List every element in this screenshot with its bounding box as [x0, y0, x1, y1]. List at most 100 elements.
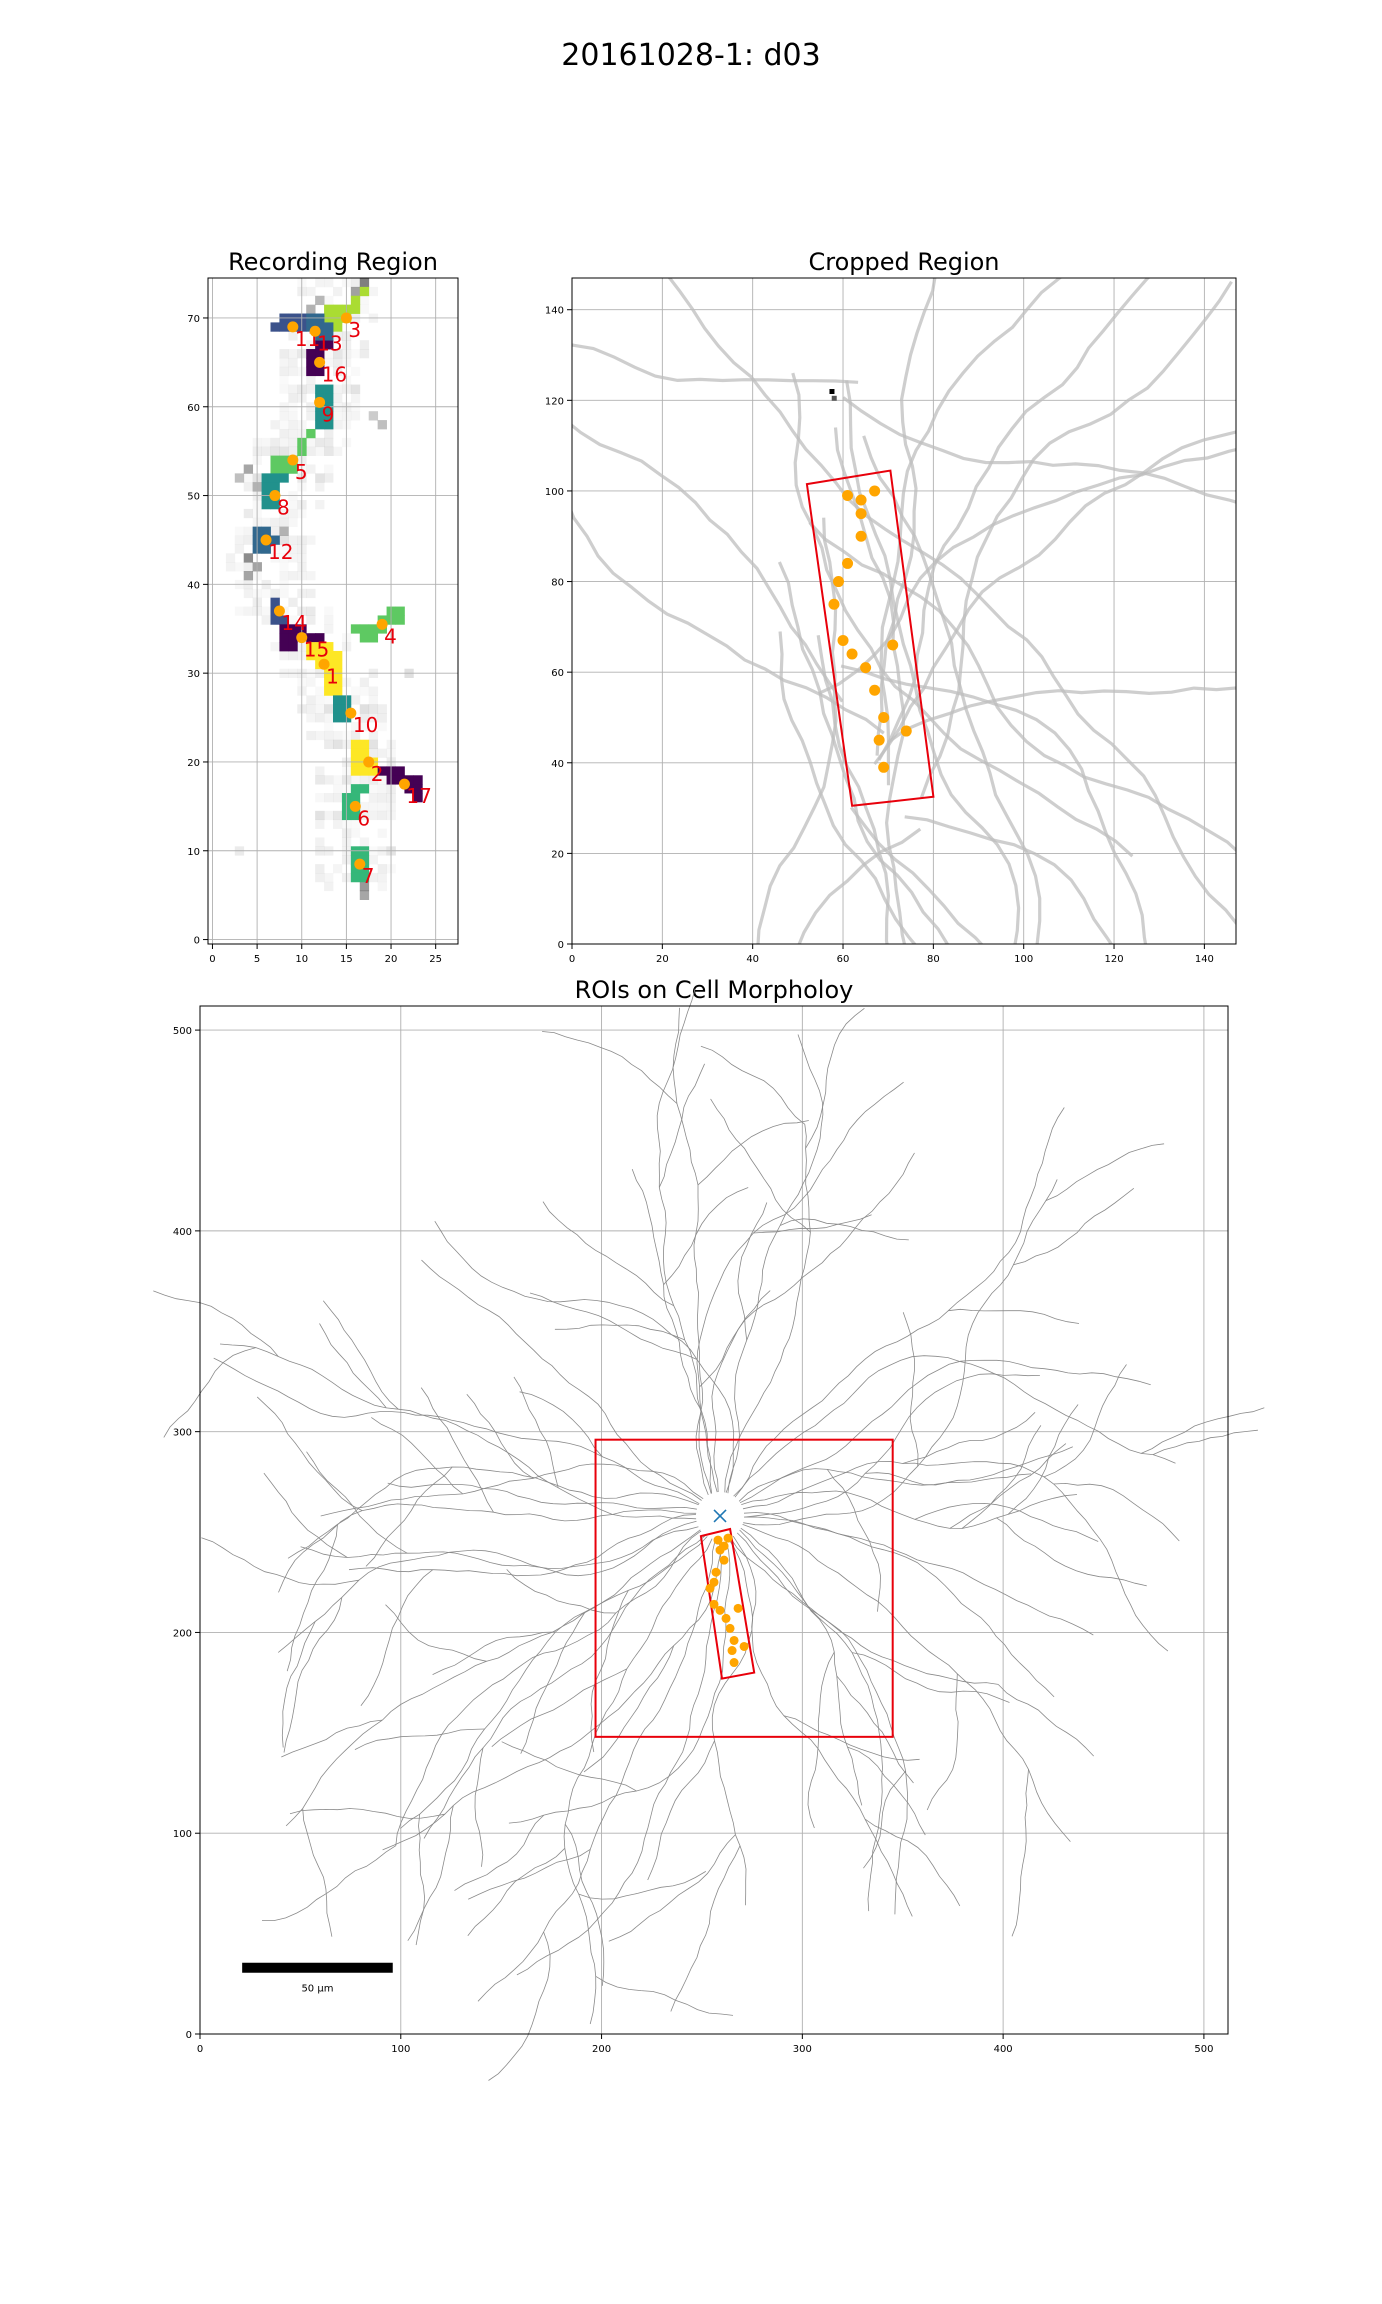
background-pixel [324, 428, 334, 439]
dendrite-branch [727, 1034, 824, 1494]
x-tick-label: 200 [592, 2044, 611, 2055]
y-tick-label: 300 [173, 1428, 192, 1439]
roi-mask-pixel [404, 775, 414, 785]
roi-marker [869, 485, 881, 497]
roi-mask-pixel [315, 322, 325, 332]
roi-mask-pixel [404, 784, 414, 794]
roi-mask-pixel [315, 411, 325, 421]
background-pixel [288, 650, 298, 661]
roi-label: 9 [322, 402, 335, 426]
roi-mask-pixel [279, 322, 289, 332]
dendrite-branch [1043, 1364, 1127, 1478]
dendrite-branch [281, 1719, 383, 1758]
background-pixel [333, 810, 343, 821]
roi-marker [354, 858, 366, 870]
dendrite-branch [583, 1645, 675, 1773]
roi-marker [260, 534, 272, 546]
roi-mask-pixel [279, 473, 289, 483]
dendrite-branch [887, 686, 1236, 744]
dendrite-branch [631, 1168, 713, 1494]
background-pixel [279, 366, 289, 377]
background-pixel [279, 571, 288, 580]
soma-pixel [829, 389, 835, 394]
background-pixel [359, 890, 370, 900]
background-pixel [333, 349, 343, 359]
y-tick-label: 0 [558, 940, 564, 951]
background-pixel [350, 695, 361, 705]
background-pixel [359, 677, 370, 687]
dendrite-branch [1045, 1143, 1165, 1201]
background-pixel [243, 571, 254, 581]
dendrite-branch [423, 1534, 706, 1839]
soma-pixel [831, 395, 837, 401]
background-pixel [315, 473, 325, 483]
background-pixel [333, 810, 343, 821]
roi-mask-pixel [350, 739, 361, 750]
roi-mask-pixel [270, 597, 280, 607]
y-tick-label: 40 [551, 759, 564, 770]
roi-mask-pixel [288, 464, 298, 474]
background-pixel [288, 393, 298, 403]
roi-mask-pixel [395, 775, 405, 785]
background-pixel [315, 766, 325, 776]
dendrite-branch [306, 1451, 408, 1554]
roi-marker [705, 1583, 715, 1593]
background-pixel [306, 286, 316, 297]
background-pixel [306, 411, 316, 421]
roi-marker [296, 632, 308, 644]
roi-mask-pixel [306, 322, 316, 332]
background-pixel [235, 562, 244, 571]
background-pixel [333, 793, 343, 803]
background-pixel [279, 420, 288, 429]
dendrite-branch [741, 1490, 1078, 1529]
dendrite-branch [454, 1814, 545, 1891]
y-tick-label: 50 [187, 492, 200, 503]
dendrite-branch [778, 631, 917, 944]
background-pixel [324, 437, 334, 448]
background-pixel [315, 810, 325, 821]
dendrite-branch [542, 1201, 674, 1306]
axes-frame [207, 277, 459, 945]
roi-mask-pixel [350, 766, 361, 776]
roi-marker [855, 530, 867, 542]
background-pixel [359, 704, 370, 714]
dendrite-branch [320, 1463, 704, 1517]
dendrite-branch [997, 1684, 1094, 1757]
background-pixel [377, 748, 387, 758]
dendrite-branch [278, 1503, 697, 1593]
y-tick-label: 80 [551, 578, 564, 589]
background-pixel [324, 722, 333, 731]
dendrite-branch [529, 1292, 698, 1360]
dendrite-branch [354, 1728, 485, 1750]
background-pixel [288, 428, 298, 439]
crop-roi-box [699, 1527, 756, 1680]
dendrite-branch [554, 1324, 685, 1341]
background-pixel [351, 349, 360, 358]
background-pixel [368, 810, 379, 821]
axes-frame [571, 277, 1237, 945]
background-pixel [324, 704, 334, 714]
background-pixel [279, 411, 289, 421]
x-tick-label: 5 [254, 954, 260, 965]
background-pixel [333, 420, 343, 430]
background-pixel [279, 517, 289, 528]
background-pixel [333, 775, 342, 784]
roi-mask-pixel [261, 500, 271, 510]
dendrite-branch [360, 1569, 434, 1706]
dendrite-branch [371, 1417, 464, 1495]
background-pixel [315, 695, 324, 704]
background-pixel [359, 881, 370, 892]
background-pixel [333, 784, 342, 793]
background-pixel [324, 615, 333, 624]
background-pixel [324, 704, 334, 714]
background-pixel [350, 384, 361, 394]
dendrite-network [572, 278, 1236, 944]
dendrite-branch [1011, 1769, 1029, 1937]
roi-marker [269, 490, 281, 502]
background-pixel [279, 385, 288, 394]
background-pixel [368, 286, 379, 297]
dendrite-branch [319, 1323, 387, 1409]
dendrite-branch [743, 1512, 1094, 1636]
background-pixel [234, 544, 245, 554]
background-pixel [244, 527, 253, 536]
